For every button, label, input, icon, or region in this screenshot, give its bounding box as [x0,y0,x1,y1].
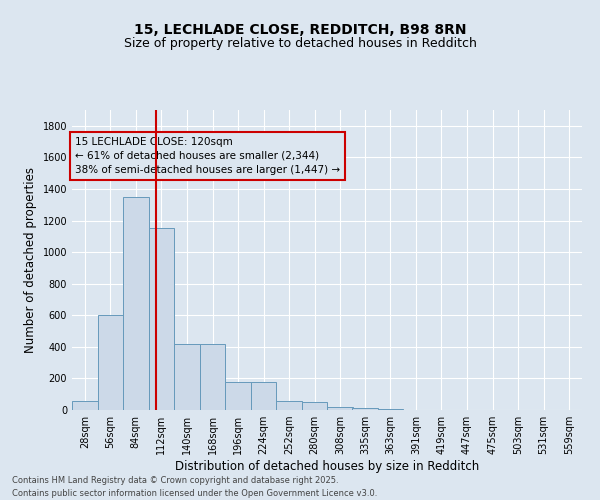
Bar [328,407,353,410]
Bar [174,344,200,410]
Bar [377,409,403,410]
Bar [277,400,302,410]
Bar [98,316,123,410]
Bar [251,382,277,410]
Text: Contains HM Land Registry data © Crown copyright and database right 2025.
Contai: Contains HM Land Registry data © Crown c… [12,476,377,498]
Bar [225,382,251,410]
Bar [200,344,225,410]
Y-axis label: Number of detached properties: Number of detached properties [24,167,37,353]
Bar [352,408,377,410]
Bar [149,228,174,410]
Text: 15 LECHLADE CLOSE: 120sqm
← 61% of detached houses are smaller (2,344)
38% of se: 15 LECHLADE CLOSE: 120sqm ← 61% of detac… [75,137,340,175]
X-axis label: Distribution of detached houses by size in Redditch: Distribution of detached houses by size … [175,460,479,473]
Text: 15, LECHLADE CLOSE, REDDITCH, B98 8RN: 15, LECHLADE CLOSE, REDDITCH, B98 8RN [134,22,466,36]
Bar [123,197,149,410]
Text: Size of property relative to detached houses in Redditch: Size of property relative to detached ho… [124,38,476,51]
Bar [302,402,328,410]
Bar [72,400,98,410]
